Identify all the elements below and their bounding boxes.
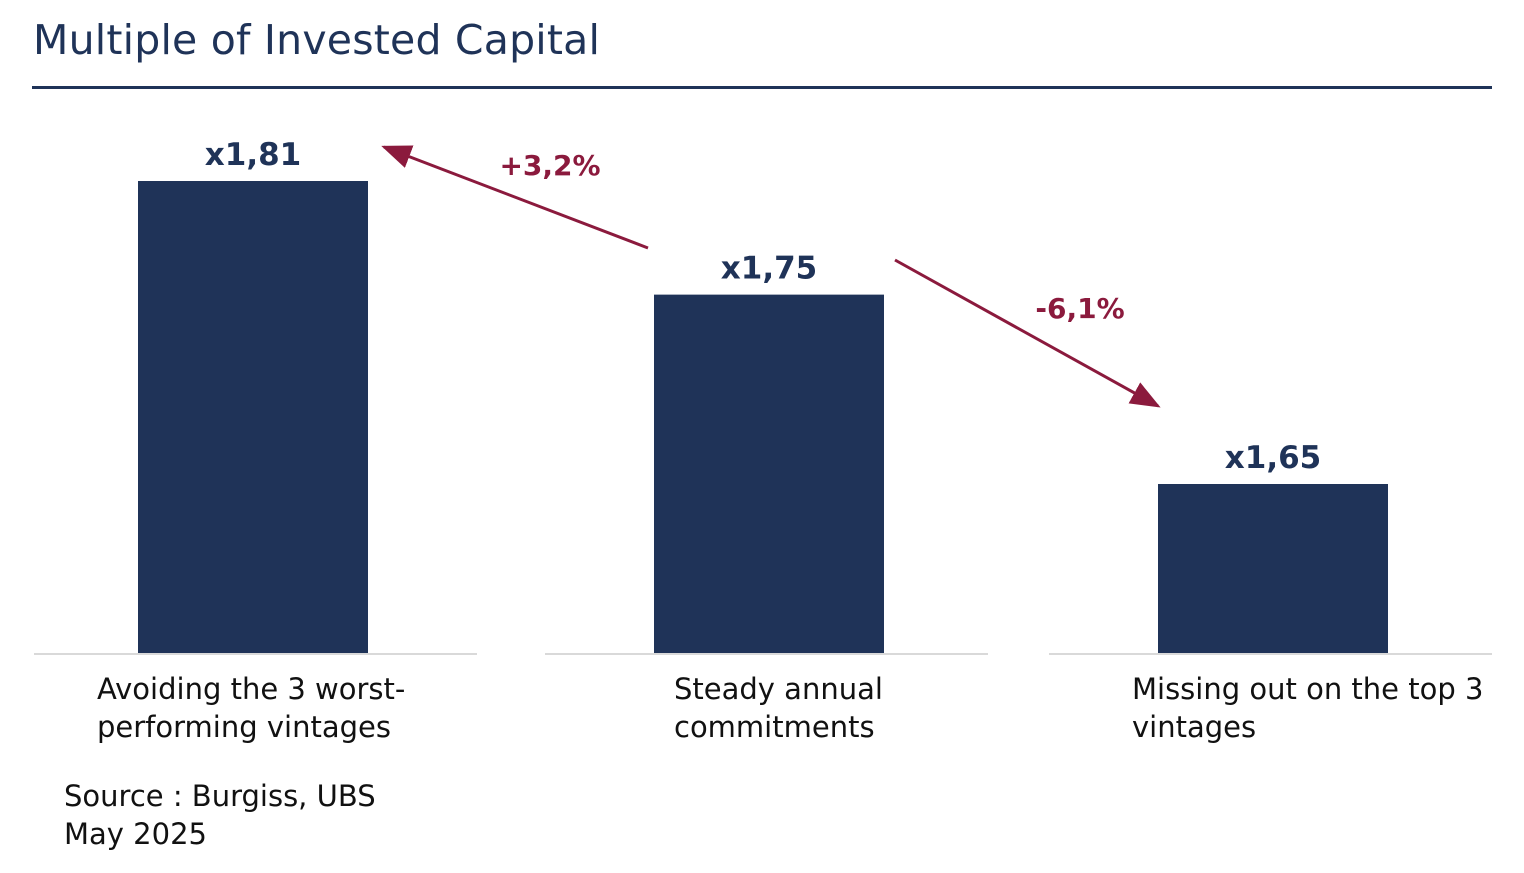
category-label-line: Missing out on the top 3	[1132, 672, 1484, 706]
category-label: Steady annual commitments	[674, 670, 883, 746]
category-label-line: Avoiding the 3 worst-	[97, 672, 406, 706]
title-divider	[32, 86, 1492, 89]
category-label-line: commitments	[674, 710, 875, 744]
source-line: Source : Burgiss, UBS	[64, 779, 376, 813]
chart-title: Multiple of Invested Capital	[33, 16, 601, 64]
bar-value-label: x1,75	[721, 251, 817, 287]
bar-value-label: x1,81	[205, 137, 301, 173]
change-label: +3,2%	[499, 149, 600, 182]
category-label: Avoiding the 3 worst-performing vintages	[97, 670, 405, 746]
bar	[654, 294, 884, 653]
change-arrow	[381, 145, 649, 250]
date-line: May 2025	[64, 817, 207, 851]
bar	[138, 181, 368, 653]
bar-value-label: x1,65	[1225, 440, 1321, 476]
source-note: Source : Burgiss, UBS May 2025	[64, 777, 376, 853]
bar	[1158, 484, 1388, 653]
change-label: -6,1%	[1035, 292, 1124, 325]
category-label: Missing out on the top 3 vintages	[1132, 670, 1483, 746]
change-arrow	[894, 258, 1161, 408]
category-label-line: vintages	[1132, 710, 1257, 744]
category-label-line: Steady annual	[674, 672, 883, 706]
category-label-line: performing vintages	[97, 710, 391, 744]
